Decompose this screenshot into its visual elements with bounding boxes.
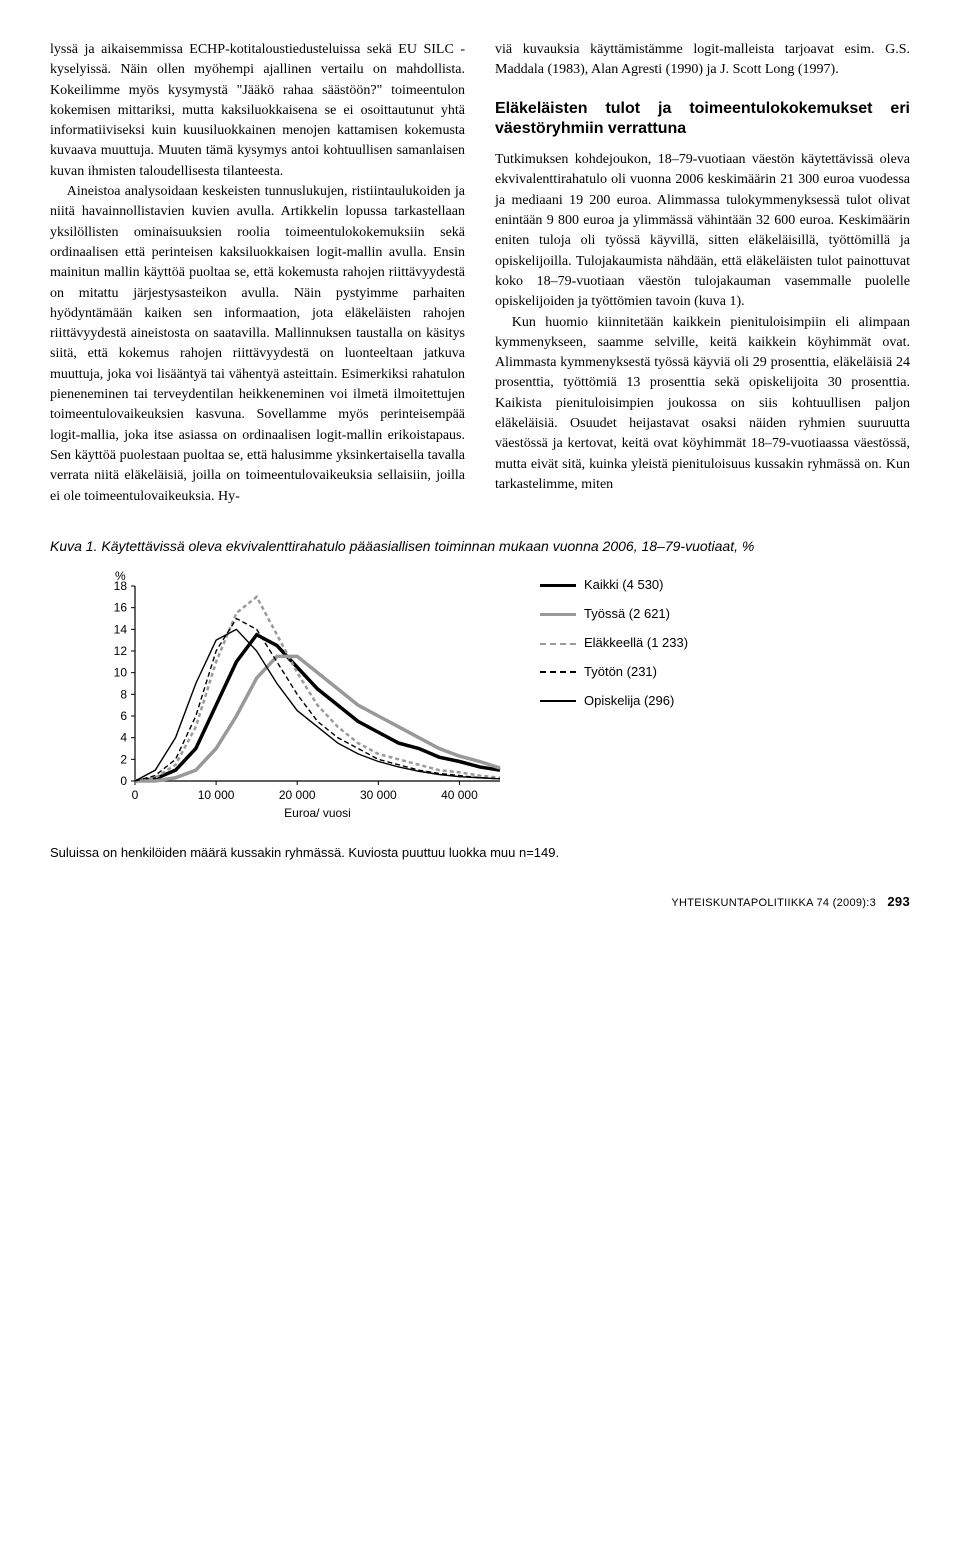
- journal-ref: YHTEISKUNTAPOLITIIKKA 74 (2009):3: [671, 897, 876, 909]
- chart-legend: Kaikki (4 530) Työssä (2 621) Eläkkeellä (…: [540, 576, 688, 710]
- line-chart: 024681012141618%010 00020 00030 00040 00…: [90, 566, 510, 826]
- svg-text:10 000: 10 000: [198, 788, 235, 802]
- right-column: viä kuvauksia käyttämistämme logit-malle…: [495, 40, 910, 507]
- svg-text:6: 6: [120, 709, 127, 723]
- right-paragraph-2: Tutkimuksen kohdejoukon, 18–79-vuotiaan …: [495, 150, 910, 312]
- section-heading: Eläkeläisten tulot ja toimeentulokokemuk…: [495, 99, 910, 141]
- right-paragraph-3: Kun huomio kiinnitetään kaikkein pienitu…: [495, 313, 910, 496]
- svg-text:10: 10: [114, 666, 128, 680]
- right-paragraph-1: viä kuvauksia käyttämistämme logit-malle…: [495, 40, 910, 81]
- page-footer: YHTEISKUNTAPOLITIIKKA 74 (2009):3 293: [50, 893, 910, 912]
- left-column: lyssä ja aikaisemmissa ECHP-kotitalousti…: [50, 40, 465, 507]
- legend-swatch: [540, 643, 576, 645]
- svg-text:14: 14: [114, 623, 128, 637]
- chart-svg-container: 024681012141618%010 00020 00030 00040 00…: [90, 566, 510, 833]
- main-text-columns: lyssä ja aikaisemmissa ECHP-kotitalousti…: [50, 40, 910, 507]
- svg-text:8: 8: [120, 688, 127, 702]
- svg-text:2: 2: [120, 753, 127, 767]
- legend-label: Työssä (2 621): [584, 605, 670, 624]
- svg-text:40 000: 40 000: [441, 788, 478, 802]
- legend-label: Kaikki (4 530): [584, 576, 663, 595]
- svg-text:0: 0: [120, 774, 127, 788]
- legend-item: Kaikki (4 530): [540, 576, 688, 595]
- legend-label: Työtön (231): [584, 663, 657, 682]
- legend-swatch: [540, 671, 576, 673]
- figure-caption: Kuva 1. Käytettävissä oleva ekvivalentti…: [50, 537, 910, 557]
- svg-text:4: 4: [120, 731, 127, 745]
- legend-item: Työssä (2 621): [540, 605, 688, 624]
- svg-text:%: %: [115, 569, 126, 583]
- figure-1: 024681012141618%010 00020 00030 00040 00…: [90, 566, 910, 833]
- legend-item: Opiskelija (296): [540, 692, 688, 711]
- svg-text:Euroa/ vuosi: Euroa/ vuosi: [284, 806, 351, 820]
- legend-label: Opiskelija (296): [584, 692, 674, 711]
- legend-item: Eläkkeellä (1 233): [540, 634, 688, 653]
- page-number: 293: [887, 894, 910, 909]
- legend-swatch: [540, 584, 576, 587]
- legend-swatch: [540, 700, 576, 702]
- legend-label: Eläkkeellä (1 233): [584, 634, 688, 653]
- svg-text:16: 16: [114, 601, 128, 615]
- legend-item: Työtön (231): [540, 663, 688, 682]
- svg-text:12: 12: [114, 644, 128, 658]
- svg-text:30 000: 30 000: [360, 788, 397, 802]
- figure-note: Suluissa on henkilöiden määrä kussakin r…: [50, 844, 910, 863]
- svg-text:0: 0: [132, 788, 139, 802]
- legend-swatch: [540, 613, 576, 616]
- left-paragraph-1: lyssä ja aikaisemmissa ECHP-kotitalousti…: [50, 40, 465, 182]
- left-paragraph-2: Aineistoa analysoidaan keskeisten tunnus…: [50, 182, 465, 507]
- svg-text:20 000: 20 000: [279, 788, 316, 802]
